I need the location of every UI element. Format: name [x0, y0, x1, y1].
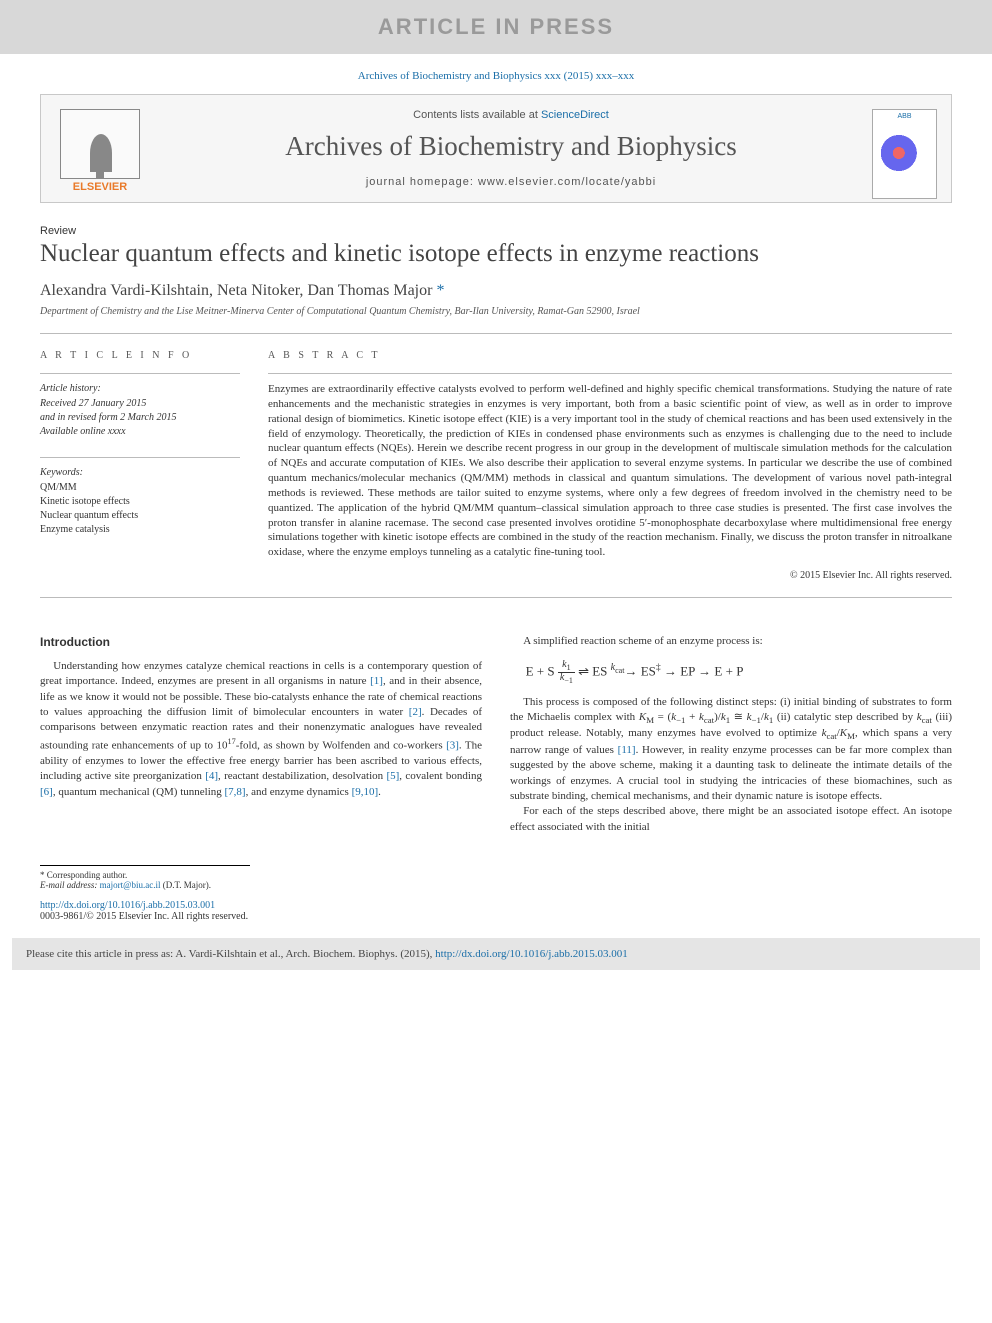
keyword-3: Nuclear quantum effects	[40, 510, 138, 521]
intro-paragraph: Understanding how enzymes catalyze chemi…	[40, 659, 482, 800]
left-column: Introduction Understanding how enzymes c…	[40, 634, 482, 835]
intro-text-j: .	[378, 786, 381, 798]
intro-text-d: -fold, as shown by Wolfenden and co-work…	[236, 740, 446, 752]
cover-art-icon	[876, 128, 933, 178]
ref-3[interactable]: [3]	[446, 740, 459, 752]
email-link[interactable]: majort@biu.ac.il	[100, 880, 161, 890]
exponent-17: 17	[227, 737, 235, 746]
rule-bottom	[40, 597, 952, 598]
history-line-3: Available online xxxx	[40, 426, 126, 437]
journal-cover-thumbnail: ABB	[872, 109, 937, 199]
article-info-panel: A R T I C L E I N F O Article history: R…	[40, 350, 240, 581]
article-history: Article history: Received 27 January 201…	[40, 382, 240, 439]
article-title: Nuclear quantum effects and kinetic isot…	[40, 240, 952, 268]
intro-text-h: , quantum mechanical (QM) tunneling	[53, 786, 225, 798]
keyword-4: Enzyme catalysis	[40, 524, 110, 535]
history-line-1: Received 27 January 2015	[40, 398, 146, 409]
history-label: Article history:	[40, 382, 240, 396]
scheme-lead: A simplified reaction scheme of an enzym…	[510, 634, 952, 649]
journal-header: ELSEVIER Contents lists available at Sci…	[40, 94, 952, 203]
elsevier-logo: ELSEVIER	[55, 109, 145, 204]
intro-text-f: , reactant destabilization, desolvation	[218, 770, 386, 782]
in-press-banner: ARTICLE IN PRESS	[0, 0, 992, 54]
author-names: Alexandra Vardi-Kilshtain, Neta Nitoker,…	[40, 282, 432, 299]
ref-9-10[interactable]: [9,10]	[352, 786, 379, 798]
journal-title: Archives of Biochemistry and Biophysics	[161, 131, 861, 162]
ref-7-8[interactable]: [7,8]	[225, 786, 246, 798]
journal-homepage: journal homepage: www.elsevier.com/locat…	[161, 176, 861, 188]
cover-abbrev: ABB	[897, 113, 911, 120]
rule-info-2	[40, 457, 240, 458]
rule-info-1	[40, 373, 240, 374]
cite-doi-link[interactable]: http://dx.doi.org/10.1016/j.abb.2015.03.…	[435, 948, 628, 960]
article-info-heading: A R T I C L E I N F O	[40, 350, 240, 361]
abstract-panel: A B S T R A C T Enzymes are extraordinar…	[268, 350, 952, 581]
journal-reference: Archives of Biochemistry and Biophysics …	[0, 62, 992, 94]
issn-line: 0003-9861/© 2015 Elsevier Inc. All right…	[40, 911, 248, 922]
elsevier-tree-icon	[60, 109, 140, 179]
doi-link[interactable]: http://dx.doi.org/10.1016/j.abb.2015.03.…	[40, 900, 215, 911]
abstract-heading: A B S T R A C T	[268, 350, 952, 361]
doi-block: http://dx.doi.org/10.1016/j.abb.2015.03.…	[40, 900, 952, 922]
abstract-text: Enzymes are extraordinarily effective ca…	[268, 382, 952, 560]
keywords-block: Keywords: QM/MM Kinetic isotope effects …	[40, 466, 240, 537]
body-columns: Introduction Understanding how enzymes c…	[40, 634, 952, 835]
ref-2[interactable]: [2]	[409, 706, 422, 718]
article-type: Review	[40, 225, 952, 237]
right-column: A simplified reaction scheme of an enzym…	[510, 634, 952, 835]
ref-11[interactable]: [11]	[618, 744, 636, 756]
scheme-text-b: (ii) catalytic step described by	[773, 711, 916, 723]
ref-5[interactable]: [5]	[386, 770, 399, 782]
cite-prefix: Please cite this article in press as: A.…	[26, 948, 435, 960]
corresponding-author-mark[interactable]: *	[436, 282, 444, 299]
isotope-paragraph: For each of the steps described above, t…	[510, 804, 952, 835]
ref-6[interactable]: [6]	[40, 786, 53, 798]
contents-prefix: Contents lists available at	[413, 109, 541, 121]
email-name: (D.T. Major).	[160, 880, 211, 890]
ref-1[interactable]: [1]	[370, 675, 383, 687]
citation-box: Please cite this article in press as: A.…	[12, 938, 980, 970]
keyword-1: QM/MM	[40, 482, 77, 493]
intro-text-g: , covalent bonding	[399, 770, 482, 782]
intro-text-i: , and enzyme dynamics	[246, 786, 352, 798]
intro-heading: Introduction	[40, 634, 482, 651]
article-info-row: A R T I C L E I N F O Article history: R…	[40, 334, 952, 597]
corresponding-author-footer: * Corresponding author. E-mail address: …	[40, 865, 250, 890]
keyword-2: Kinetic isotope effects	[40, 496, 130, 507]
history-line-2: and in revised form 2 March 2015	[40, 412, 176, 423]
email-label: E-mail address:	[40, 880, 100, 890]
scheme-description: This process is composed of the followin…	[510, 695, 952, 805]
author-list: Alexandra Vardi-Kilshtain, Neta Nitoker,…	[40, 282, 952, 300]
keywords-label: Keywords:	[40, 466, 240, 480]
rate-constants-fwd: k1k−1	[558, 660, 575, 685]
sciencedirect-link[interactable]: ScienceDirect	[541, 109, 609, 121]
contents-list-line: Contents lists available at ScienceDirec…	[161, 109, 861, 121]
ref-4[interactable]: [4]	[205, 770, 218, 782]
elsevier-brand: ELSEVIER	[55, 181, 145, 193]
corresponding-author-label: * Corresponding author.	[40, 870, 250, 880]
rule-abstract	[268, 373, 952, 374]
abstract-copyright: © 2015 Elsevier Inc. All rights reserved…	[268, 570, 952, 581]
affiliation: Department of Chemistry and the Lise Mei…	[40, 306, 952, 317]
reaction-scheme: E + S k1k−1 ⇌ ES kcat→ ES‡ → EP → E + P	[526, 660, 952, 685]
